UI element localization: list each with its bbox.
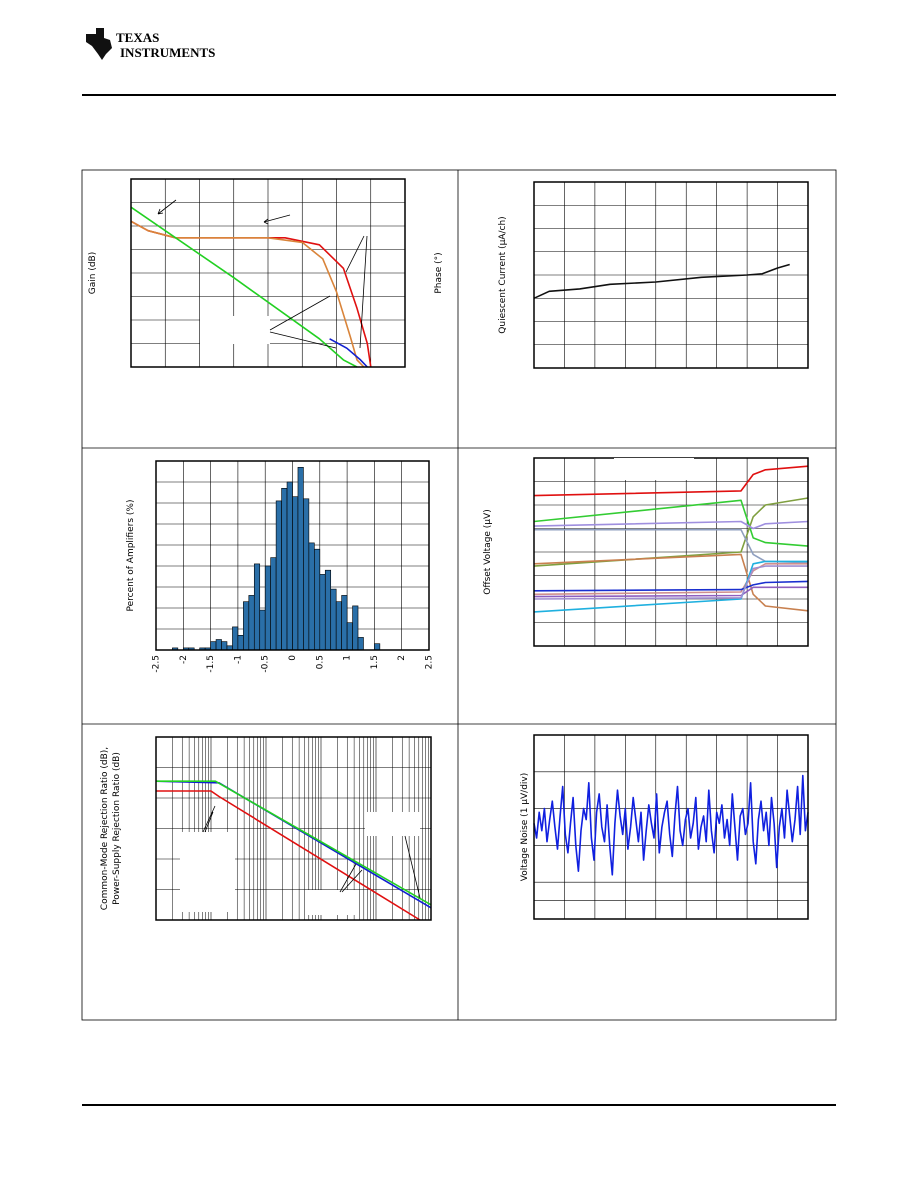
series-line [533,774,809,876]
histogram-bar [357,637,364,651]
logo-mark [86,28,112,60]
figure-frame [81,169,837,1021]
chart: -2.5 -2 -1.5 -1 -0.5 0 0.5 1 1.5 2 2.5 Percent of A… [126,460,435,673]
chart: Quiescent Current (μA/ch) [498,181,809,369]
series-line [533,565,808,600]
histogram-bar [232,626,239,651]
plot-border [130,178,406,368]
x-tick-label: 0.5 [315,655,325,669]
y-axis-label: Offset Voltage (μV) [483,509,493,594]
series-line [156,790,421,921]
x-tick-label: -1.5 [206,655,216,673]
histogram-bar [308,542,315,651]
plot-area [534,735,808,919]
histogram-bar [270,557,277,651]
histogram-bar [374,643,381,651]
x-tick-label: 2 [397,655,407,661]
x-tick-label: 1.5 [370,655,380,669]
y-axis-label: Gain (dB) [88,252,98,294]
histogram-bar [352,605,359,651]
y-axis-label: Percent of Amplifiers (%) [126,500,136,612]
histogram-bar [319,574,326,651]
series-line [130,220,365,368]
histogram-bar [243,601,250,651]
plots: Gain (dB) Phase (°) Quiescent Current (μA/… [88,178,809,921]
histogram-bar [324,569,332,651]
x-tick-label: -1 [233,655,243,664]
annotations [157,199,694,915]
chart: Offset Voltage (μV) [483,457,809,647]
y-axis-label: Power-Supply Rejection Ratio (dB) [112,752,122,905]
series-line [533,497,809,567]
y-axis-label: Common-Mode Rejection Ratio (dB), [100,747,110,910]
logo-text: TEXAS [116,30,159,45]
ti-logo: TEXAS INSTRUMENTS [86,28,215,60]
histogram-bar [259,609,266,651]
chart: Gain (dB) Phase (°) [88,178,444,368]
histogram-bar [215,639,222,651]
histogram-bar [346,622,353,651]
series-line [533,263,790,300]
histogram-bar [330,588,337,651]
x-tick-label: -2 [179,655,189,664]
plot-border [533,734,809,920]
histogram-bar [210,641,217,651]
series-line [533,586,808,598]
histogram-bar [314,548,321,651]
histogram-bar [253,563,261,651]
plot-border [155,736,432,921]
series-line [329,338,368,368]
series-line [533,499,809,547]
x-tick-label: 0 [288,655,298,661]
histogram-bar [264,565,271,651]
series-line [533,560,808,613]
series-line [533,553,809,612]
series-line [130,206,358,368]
series-line [533,520,809,530]
series-line [533,465,809,497]
histogram-bar [303,498,310,651]
histogram-bar [275,500,282,651]
chart: Voltage Noise (1 μV/div) [520,734,809,920]
histogram-bar [237,634,244,651]
y-axis-label: Voltage Noise (1 μV/div) [520,773,530,882]
histogram-bar [221,641,228,651]
histogram-bar [341,595,348,651]
x-tick-label: 1 [343,655,353,661]
x-tick-label: -0.5 [261,655,271,673]
y2-axis-label: Phase (°) [434,252,444,293]
histogram-bar [335,601,342,651]
plot-border [533,181,809,369]
histogram-bar [248,595,255,651]
x-tick-label: -2.5 [152,655,162,673]
y-axis-label: Quiescent Current (μA/ch) [498,216,508,333]
logo-text: INSTRUMENTS [120,45,215,60]
series-line [533,563,808,596]
series-line [156,780,432,906]
histogram-bar [281,487,288,651]
x-tick-label: 2.5 [425,655,435,669]
histogram-bar [297,466,304,651]
plot-border [155,460,430,651]
series-line [533,580,809,592]
histogram-bar [292,496,299,651]
histogram-bar [286,481,293,651]
